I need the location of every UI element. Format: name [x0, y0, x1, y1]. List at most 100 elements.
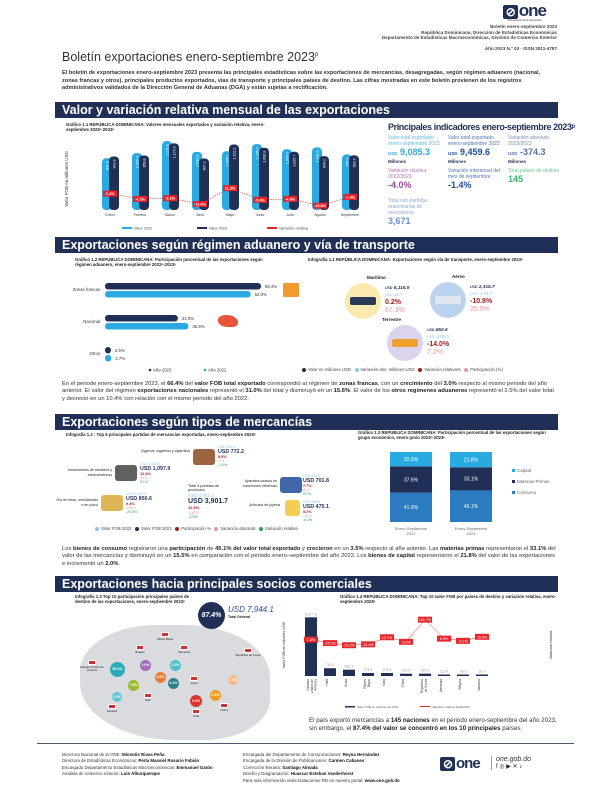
electric-device-icon	[280, 477, 302, 493]
bar-value-label: 1,002.4	[136, 156, 140, 168]
section-header-2: Exportaciones según régimen aduanero y v…	[55, 237, 558, 253]
header-line1: Boletín enero-septiembre 2023	[490, 24, 557, 29]
bar-año-2023	[105, 347, 111, 354]
legend-swatch	[197, 227, 207, 229]
indicator-unit: Millones	[508, 159, 527, 164]
indicator-label: Valor total exportado enero-septiembre 2…	[448, 135, 500, 147]
section-header-1: Valor y variación relativa mensual de la…	[55, 102, 558, 118]
chart-1-2: Zonas francas 66.4% 62.0% Nacional 31.0% 35.5…	[73, 283, 277, 373]
variation-label-box	[133, 195, 147, 202]
country-flag-label: Jamaica	[99, 704, 125, 713]
country-flag-label: India	[184, 709, 208, 718]
stacked-segment-capital	[390, 452, 432, 467]
variation-label: 6.8%	[440, 637, 449, 641]
legend-swatch	[203, 368, 207, 372]
section-header-3: Exportaciones según tipos de mercancías	[55, 414, 558, 430]
bar-value-label: 581.3	[345, 665, 354, 669]
bar-valor-fob	[324, 668, 336, 676]
x-tick-label: Agosto	[314, 213, 325, 217]
cigar-icon	[193, 449, 215, 465]
variation-label: -26.2%	[343, 644, 355, 648]
chart-1-4: Valor FOB en millones USD Variación relat…	[282, 612, 553, 709]
bar-value-label: 274.3	[364, 668, 373, 672]
country-flag-label: Bélgica	[128, 645, 152, 654]
legend-label: Valor 2023	[209, 227, 227, 231]
chart-1-3: 41.9%37.6%20.5%Enero-Septiembre202245.1%…	[390, 452, 550, 536]
variation-label-box	[475, 633, 489, 640]
factory-icon	[283, 283, 299, 297]
footer-logo: ⊘ one	[440, 756, 481, 771]
bar-value-label: 962.4	[353, 158, 357, 167]
bar-valor-2023	[259, 147, 269, 210]
country-flag-label: China	[212, 703, 236, 712]
jewelry-icon	[285, 500, 300, 516]
text-mercancias: Los bienes de consumo registraron una pa…	[62, 546, 556, 567]
x-tick-label: Unidos de	[310, 679, 314, 694]
dominican-republic-map-icon	[218, 315, 238, 327]
x-tick-label: Bélgica	[458, 679, 462, 690]
bar-value-label: 1,159.7	[256, 147, 260, 159]
indicator-label: Total países de destino	[508, 168, 560, 174]
bar-valor-fob	[457, 674, 469, 676]
variation-label-box	[163, 195, 177, 202]
variation-label-box	[399, 638, 413, 645]
country-bubble: 1.0%	[140, 660, 151, 671]
bar-value-label: 5,377.5	[305, 612, 316, 616]
bar-value-label: 96.3	[460, 670, 467, 674]
bar-valor-2023	[289, 151, 299, 210]
footer-credits-right: Encargada del Departamento de Comunicaci…	[243, 752, 400, 784]
product-name: Instrumentos de medicina y electrométric…	[68, 468, 112, 477]
legend-label: Materias Primas	[517, 479, 550, 484]
bar-valor-fob	[476, 674, 488, 676]
indicator-value: -4.0%	[388, 180, 412, 190]
chart-1-1: Valor FOB en millones USD 911.6 942.8 Enero…	[64, 141, 359, 231]
legend-swatch	[512, 491, 515, 494]
variation-line	[310, 619, 483, 646]
website-link[interactable]: one.gob.do	[496, 756, 532, 763]
bar-value-label: 1,173.6	[173, 146, 177, 158]
legend-label: Capital	[517, 468, 531, 473]
bar-value-label: 1,096.8	[263, 151, 267, 163]
x-tick-label: Enero	[105, 213, 115, 217]
bar-value-label: 66.4%	[265, 284, 277, 289]
x-tick-label: China	[401, 679, 405, 688]
bar-value-label: 959.8	[143, 158, 147, 167]
category-label: Zonas francas	[73, 287, 100, 292]
indicator-label: Total sub-partidas arancelarias de merca…	[388, 198, 428, 216]
footer-links: one.gob.do f ◎ ▶ ✕ ♪	[491, 756, 531, 770]
footer-divider	[37, 743, 574, 744]
bar-valor-2023	[199, 158, 209, 210]
credit-line: Diseño y Diagramación: Huascar Esteban V…	[243, 771, 354, 777]
variation-label: 13.7%	[382, 636, 393, 640]
x-tick-label: Marzo	[165, 213, 175, 217]
indicator-label: Variación interanual del mes de septiemb…	[448, 168, 500, 180]
country-flag-label: República de Corea	[232, 648, 264, 657]
variation-label-box	[253, 196, 267, 203]
social-icons[interactable]: f ◎ ▶ ✕ ♪	[496, 764, 523, 770]
country-bubble: 6.4%	[168, 678, 179, 689]
bar-valor-fob	[438, 674, 450, 676]
bar-value-label: 949.2	[323, 159, 327, 168]
bar-valor-2023	[229, 144, 239, 210]
credit-line: Corrección literaria: Santiago Almada	[243, 764, 318, 770]
transport-mode-label: Aéreo	[452, 274, 465, 279]
bar-año-2022	[105, 291, 251, 298]
bar-value-label: 273.6	[383, 668, 392, 672]
bar-valor-fob	[400, 673, 412, 676]
product-values: USD 1,068.9 USD 850.6 9.4% -218.4 -20.5%	[126, 492, 152, 515]
product-values: USD 640.4 USD 701.8 7.7% 61.0 9.7%	[303, 474, 329, 497]
chart-1-1-title: Gráfico 1.1 REPÚBLICA DOMINICANA: Valore…	[66, 122, 265, 132]
products-total: Total 5 partidas de productos USD 4,042.2…	[188, 484, 229, 520]
x-tick-label: América	[314, 679, 318, 691]
variation-label-box	[313, 202, 327, 209]
product-name: Artículos de joyería	[249, 503, 280, 507]
legend-label: Variación relativa 2023/2022	[432, 705, 470, 709]
variation-label: 16.0%	[477, 635, 488, 639]
bar-value-label: 1,035.1	[226, 154, 230, 166]
country-flag-label: Suiza	[182, 676, 206, 685]
flag-icon	[108, 704, 116, 709]
bar-valor-fob	[362, 673, 374, 676]
x-tick-label: Febrero	[134, 213, 147, 217]
indicator: Variación interanual del mes de septiemb…	[448, 168, 506, 190]
variation-label-box	[304, 636, 318, 643]
